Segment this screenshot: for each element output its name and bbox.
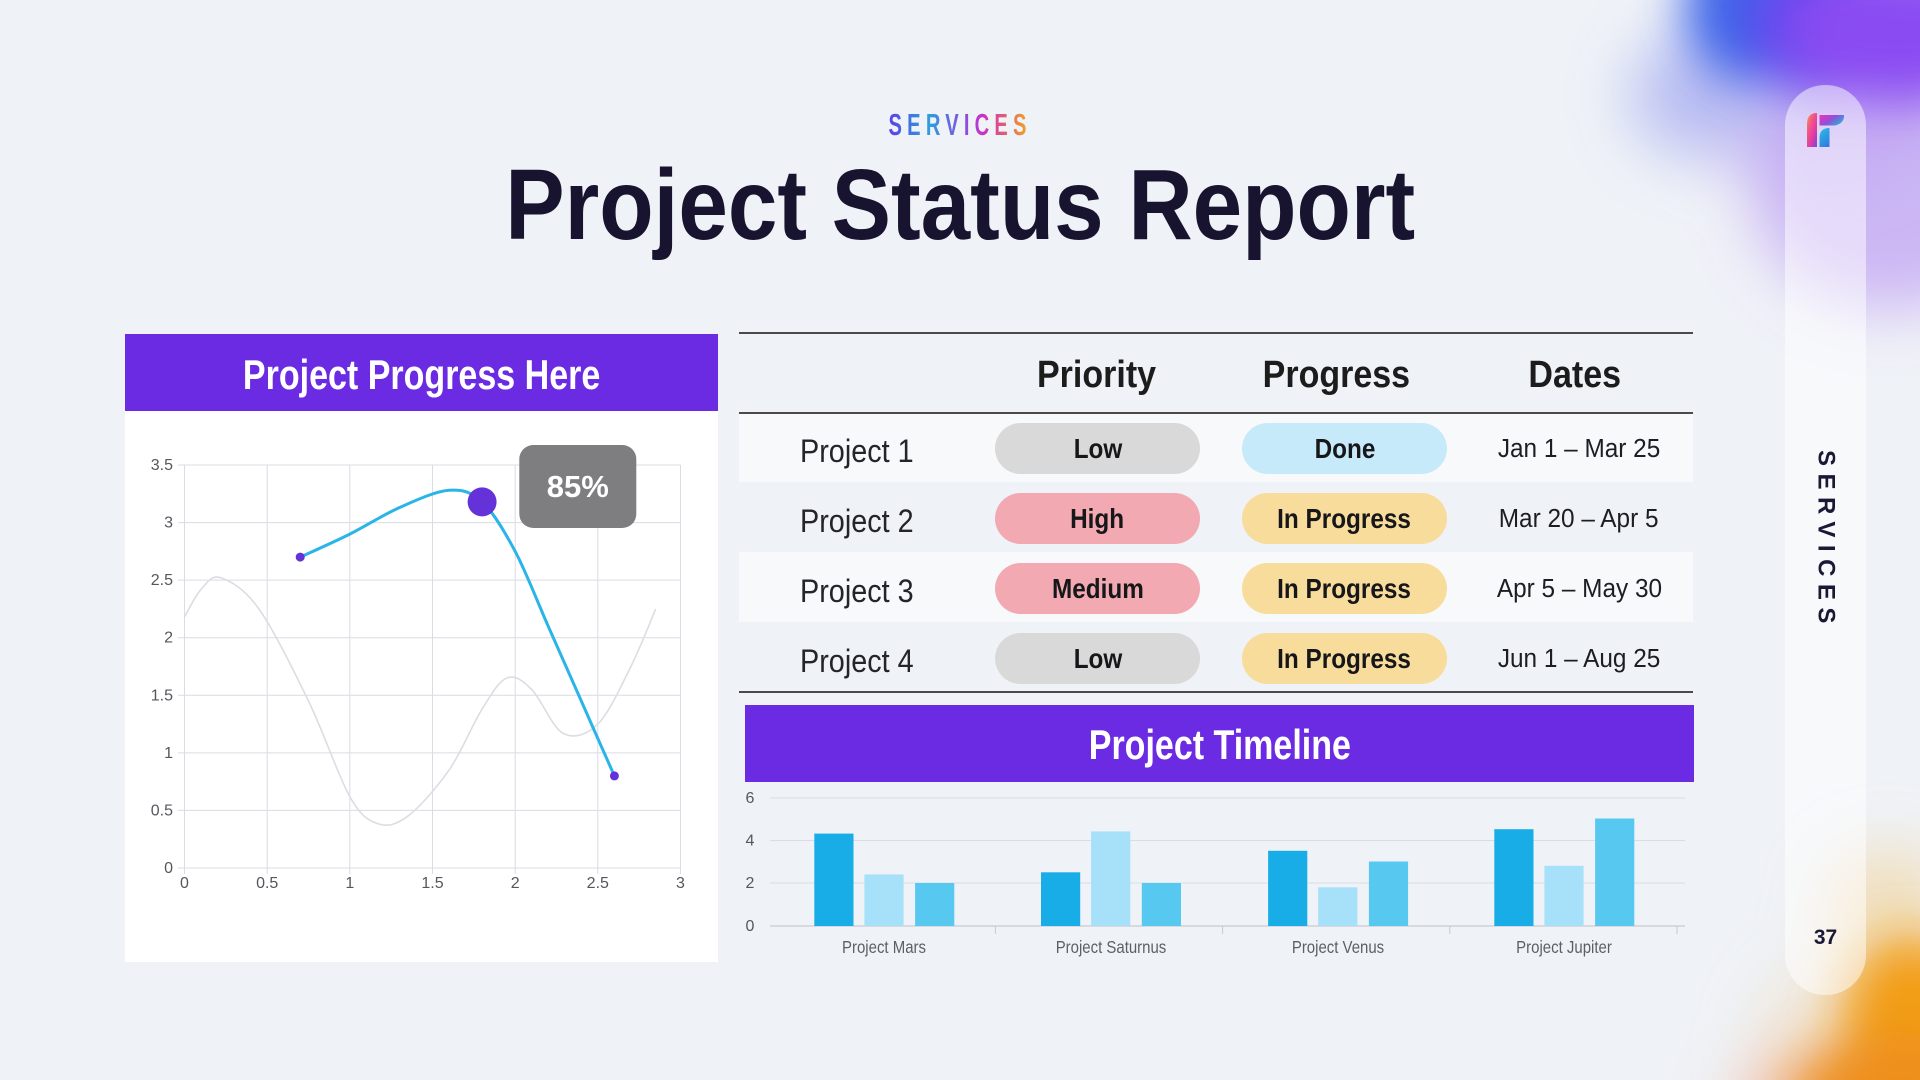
- svg-text:2.5: 2.5: [587, 875, 609, 892]
- svg-text:Project Saturnus: Project Saturnus: [1056, 937, 1167, 957]
- svg-text:6: 6: [746, 790, 755, 807]
- svg-text:0: 0: [746, 918, 755, 935]
- svg-text:3: 3: [164, 515, 173, 532]
- svg-text:1: 1: [345, 875, 354, 892]
- svg-text:1.5: 1.5: [151, 687, 173, 704]
- svg-text:2: 2: [511, 875, 520, 892]
- svg-text:1: 1: [164, 745, 173, 762]
- svg-text:4: 4: [746, 833, 755, 850]
- svg-text:0: 0: [164, 860, 173, 877]
- svg-text:2: 2: [164, 630, 173, 647]
- svg-text:2: 2: [746, 875, 755, 892]
- svg-text:Project Venus: Project Venus: [1292, 937, 1385, 957]
- svg-text:0.5: 0.5: [256, 875, 278, 892]
- svg-text:3.5: 3.5: [151, 457, 173, 474]
- svg-text:2.5: 2.5: [151, 572, 173, 589]
- svg-text:0.5: 0.5: [151, 802, 173, 819]
- svg-text:3: 3: [676, 875, 685, 892]
- svg-text:85%: 85%: [547, 469, 609, 504]
- svg-text:0: 0: [180, 875, 189, 892]
- svg-text:Project Mars: Project Mars: [842, 937, 926, 957]
- svg-text:1.5: 1.5: [421, 875, 443, 892]
- svg-text:Project Jupiter: Project Jupiter: [1516, 937, 1612, 957]
